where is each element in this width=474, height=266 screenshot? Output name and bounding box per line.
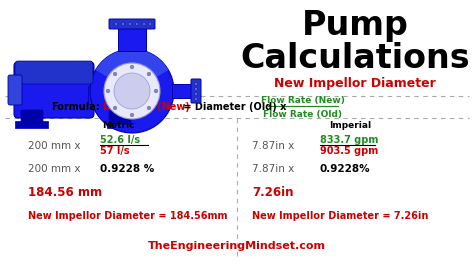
Circle shape [195, 88, 197, 90]
FancyBboxPatch shape [15, 61, 93, 84]
Text: 7.87in x: 7.87in x [252, 164, 294, 174]
Text: Metric: Metric [102, 120, 134, 130]
FancyBboxPatch shape [21, 110, 43, 124]
FancyBboxPatch shape [118, 26, 146, 51]
Circle shape [113, 72, 117, 76]
Circle shape [154, 89, 158, 93]
Circle shape [122, 23, 124, 25]
Text: 200 mm x: 200 mm x [28, 141, 81, 151]
Circle shape [143, 23, 145, 25]
FancyBboxPatch shape [191, 79, 201, 103]
Text: 7.87in x: 7.87in x [252, 141, 294, 151]
Text: 200 mm x: 200 mm x [28, 164, 81, 174]
FancyBboxPatch shape [88, 86, 110, 104]
Text: New Impellor Diameter = 184.56mm: New Impellor Diameter = 184.56mm [28, 211, 228, 221]
Circle shape [114, 73, 150, 109]
FancyBboxPatch shape [109, 19, 155, 29]
Text: 0.9228 %: 0.9228 % [100, 164, 154, 174]
Circle shape [195, 83, 197, 85]
Text: Flow Rate (New): Flow Rate (New) [261, 97, 345, 106]
Circle shape [130, 65, 134, 69]
Text: = Diameter (Old) x: = Diameter (Old) x [180, 102, 286, 112]
Circle shape [106, 89, 110, 93]
Wedge shape [96, 49, 168, 91]
Circle shape [136, 23, 138, 25]
Circle shape [90, 49, 174, 133]
Circle shape [115, 23, 117, 25]
Circle shape [195, 93, 197, 95]
Circle shape [147, 72, 151, 76]
Circle shape [195, 98, 197, 100]
Text: 833.7 gpm: 833.7 gpm [320, 135, 378, 145]
Circle shape [104, 63, 160, 119]
Text: 57 l/s: 57 l/s [100, 146, 129, 156]
Text: Flow Rate (Old): Flow Rate (Old) [264, 110, 343, 118]
Text: TheEngineeringMindset.com: TheEngineeringMindset.com [148, 241, 326, 251]
Text: 903.5 gpm: 903.5 gpm [320, 146, 378, 156]
FancyBboxPatch shape [172, 84, 194, 98]
Text: Formula:: Formula: [51, 102, 100, 112]
FancyBboxPatch shape [109, 110, 131, 124]
FancyBboxPatch shape [14, 62, 94, 118]
Text: 0.9228%: 0.9228% [320, 164, 371, 174]
Text: Calculations: Calculations [240, 43, 470, 76]
Text: 184.56 mm: 184.56 mm [28, 185, 102, 198]
Text: Diameter (New): Diameter (New) [103, 102, 190, 112]
Text: Pump: Pump [301, 10, 409, 43]
Circle shape [113, 106, 117, 110]
Circle shape [130, 113, 134, 117]
Circle shape [129, 23, 131, 25]
Circle shape [149, 23, 151, 25]
Text: Imperial: Imperial [329, 120, 371, 130]
Text: 7.26in: 7.26in [252, 185, 293, 198]
FancyBboxPatch shape [15, 121, 48, 128]
Circle shape [147, 106, 151, 110]
FancyBboxPatch shape [8, 75, 22, 105]
Text: New Impellor Diameter = 7.26in: New Impellor Diameter = 7.26in [252, 211, 428, 221]
Text: 52.6 l/s: 52.6 l/s [100, 135, 140, 145]
FancyBboxPatch shape [107, 121, 140, 128]
Text: New Impellor Diameter: New Impellor Diameter [274, 77, 436, 89]
